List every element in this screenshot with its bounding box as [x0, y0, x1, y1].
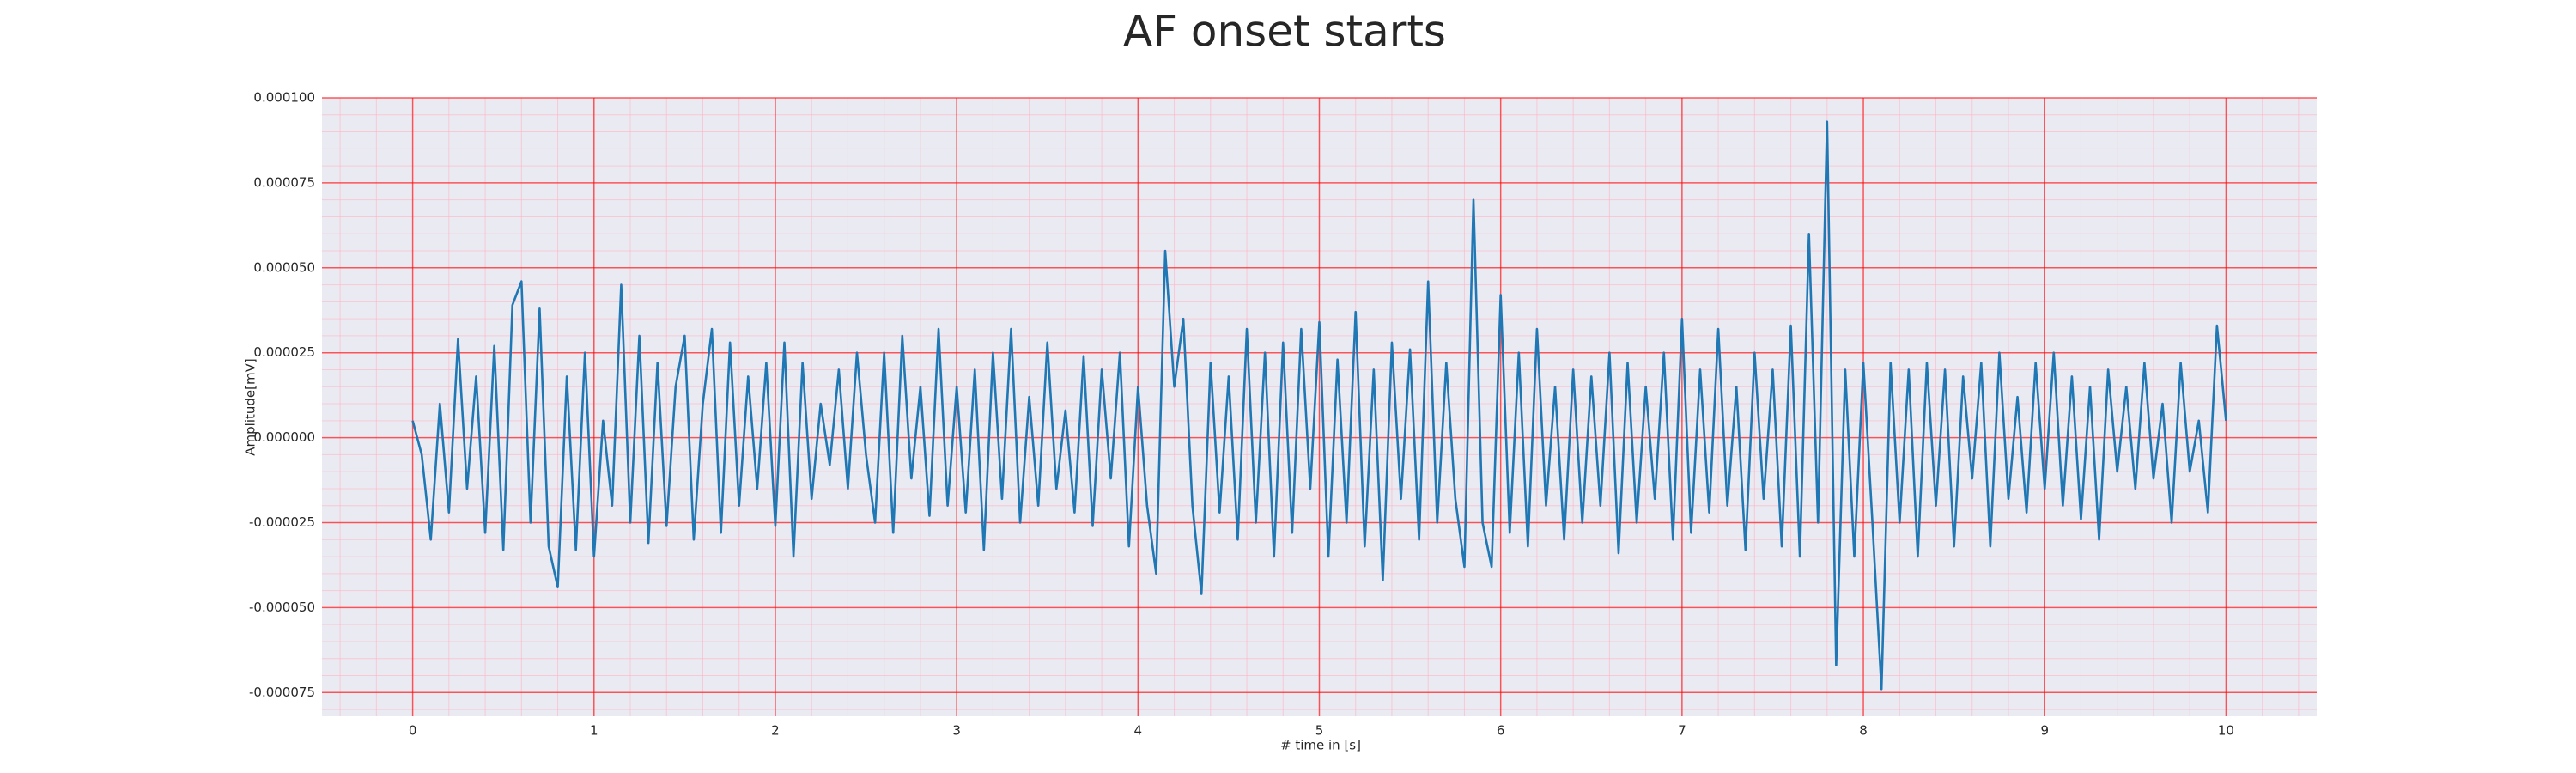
chart-title: AF onset starts — [1123, 7, 1446, 57]
x-axis-label: # time in [s] — [1280, 738, 1361, 753]
x-tick-label: 1 — [590, 723, 598, 739]
x-tick-label: 10 — [2218, 723, 2234, 739]
x-tick-label: 5 — [1315, 723, 1324, 739]
grid — [322, 97, 2317, 716]
x-tick-label: 9 — [2040, 723, 2049, 739]
x-tick-label: 7 — [1678, 723, 1686, 739]
y-tick-label: 0.000050 — [253, 259, 315, 275]
x-tick-label: 2 — [771, 723, 780, 739]
y-tick-label: -0.000025 — [249, 514, 315, 530]
y-tick-label: 0.000075 — [253, 174, 315, 190]
y-tick-label: -0.000075 — [249, 685, 315, 700]
y-tick-label: 0.000100 — [253, 90, 315, 106]
x-tick-label: 4 — [1134, 723, 1143, 739]
y-tick-label: 0.000025 — [253, 344, 315, 360]
x-tick-label: 3 — [952, 723, 961, 739]
x-tick-label: 8 — [1859, 723, 1868, 739]
y-axis-label: Amplitude[mV] — [243, 358, 258, 455]
signal-line — [411, 120, 2227, 691]
y-tick-label: -0.000050 — [249, 600, 315, 615]
x-tick-label: 6 — [1497, 723, 1505, 739]
y-tick-label: 0.000000 — [253, 429, 315, 445]
x-tick-label: 0 — [409, 723, 417, 739]
